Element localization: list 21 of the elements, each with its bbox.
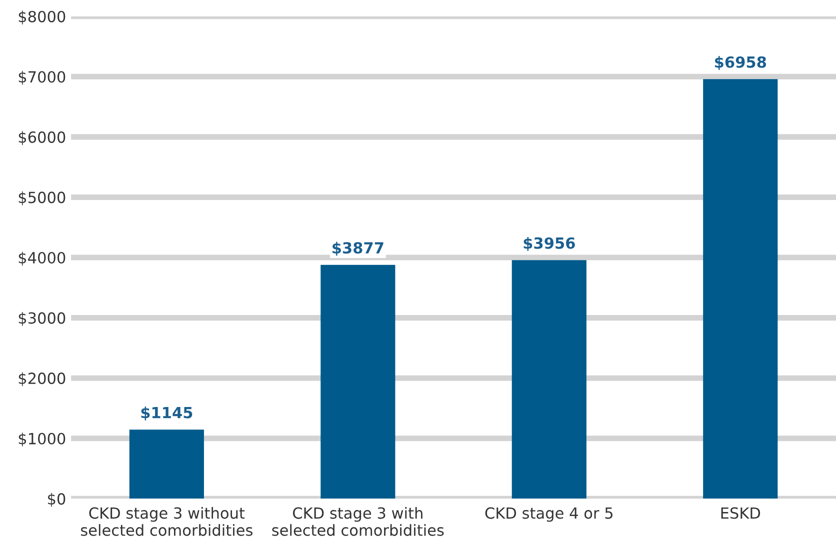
data-label: $6958 — [715, 56, 766, 70]
y-tick-label: $4000 — [18, 252, 66, 266]
y-tick-label: $0 — [48, 492, 66, 507]
y-tick-label: $5000 — [18, 191, 66, 206]
bar — [129, 430, 204, 499]
y-tick-label: $6000 — [18, 131, 66, 145]
x-tick-label: ESKD — [721, 507, 760, 519]
data-label: $1145 — [141, 406, 192, 420]
y-tick-label: $8000 — [18, 10, 66, 24]
x-tick-label: CKD stage 3 with selected comorbidities — [272, 507, 444, 536]
x-tick-label: CKD stage 4 or 5 — [485, 507, 612, 522]
x-tick-label: CKD stage 3 without selected comorbidities — [80, 507, 252, 536]
bar — [703, 79, 778, 499]
y-tick-label: $1000 — [18, 432, 66, 446]
y-tick-label: $7000 — [18, 70, 66, 85]
data-label: $3956 — [524, 237, 575, 251]
bar — [320, 264, 396, 499]
y-tick-label: $3000 — [18, 312, 66, 326]
data-label: $3877 — [332, 242, 384, 256]
bar — [512, 260, 586, 499]
y-tick-label: $2000 — [18, 372, 66, 386]
